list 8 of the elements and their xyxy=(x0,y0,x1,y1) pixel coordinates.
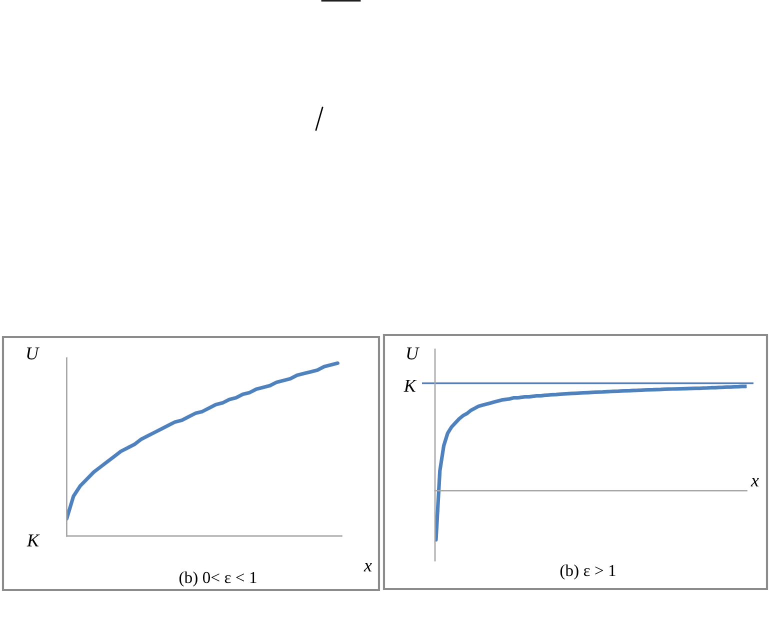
y-axis-title: U xyxy=(407,348,420,360)
x-axis-title: x xyxy=(750,478,759,486)
ref-line-label: K xyxy=(404,380,417,392)
text: (b) 0< ε < 1 xyxy=(179,571,256,587)
text: K xyxy=(26,534,40,546)
text: (b) ε > 1 xyxy=(560,564,616,580)
x-axis-title: x xyxy=(364,563,372,572)
y-axis-title: U xyxy=(27,348,40,360)
